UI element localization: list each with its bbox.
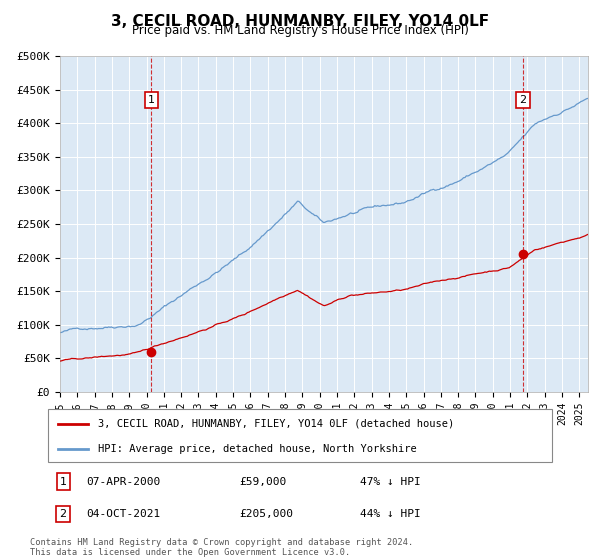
Text: 3, CECIL ROAD, HUNMANBY, FILEY, YO14 0LF: 3, CECIL ROAD, HUNMANBY, FILEY, YO14 0LF xyxy=(111,14,489,29)
Text: 1: 1 xyxy=(148,95,155,105)
Text: £59,000: £59,000 xyxy=(239,477,287,487)
Text: £205,000: £205,000 xyxy=(239,509,293,519)
Text: HPI: Average price, detached house, North Yorkshire: HPI: Average price, detached house, Nort… xyxy=(98,444,417,454)
Text: 3, CECIL ROAD, HUNMANBY, FILEY, YO14 0LF (detached house): 3, CECIL ROAD, HUNMANBY, FILEY, YO14 0LF… xyxy=(98,419,455,429)
Text: 44% ↓ HPI: 44% ↓ HPI xyxy=(361,509,421,519)
Text: 2: 2 xyxy=(59,509,67,519)
Text: 1: 1 xyxy=(59,477,67,487)
Text: 07-APR-2000: 07-APR-2000 xyxy=(86,477,160,487)
Text: 04-OCT-2021: 04-OCT-2021 xyxy=(86,509,160,519)
Text: 2: 2 xyxy=(520,95,527,105)
Text: Contains HM Land Registry data © Crown copyright and database right 2024.
This d: Contains HM Land Registry data © Crown c… xyxy=(30,538,413,557)
Text: 47% ↓ HPI: 47% ↓ HPI xyxy=(361,477,421,487)
Text: Price paid vs. HM Land Registry's House Price Index (HPI): Price paid vs. HM Land Registry's House … xyxy=(131,24,469,37)
